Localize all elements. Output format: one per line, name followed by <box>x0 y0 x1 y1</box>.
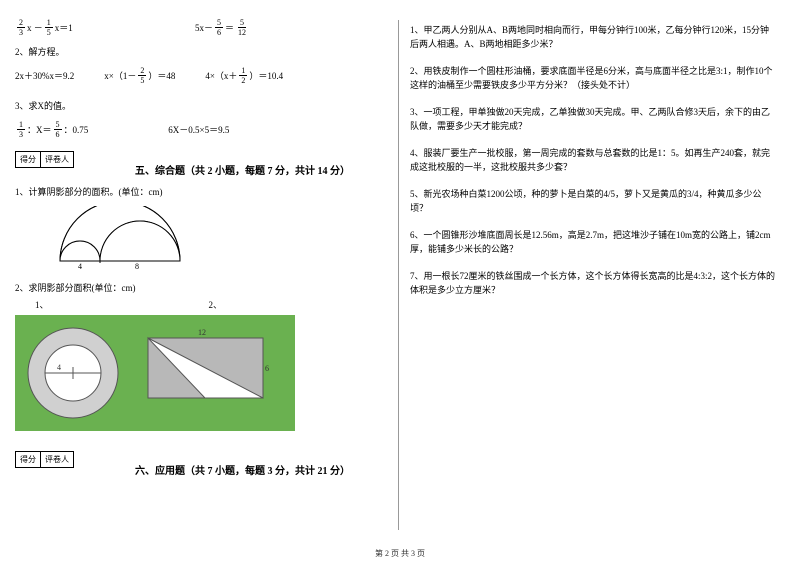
svg-text:12: 12 <box>198 328 206 337</box>
problem-1: 1、甲乙两人分别从A、B两地同时相向而行，甲每分钟行100米，乙每分钟行120米… <box>410 24 775 51</box>
question-2-title: 2、解方程。 <box>15 45 380 58</box>
text: x － <box>27 21 43 34</box>
question-5-1: 1、计算阴影部分的面积。(单位：cm) <box>15 185 380 198</box>
sub-label-2: 2、 <box>209 298 223 311</box>
question-3-title: 3、求X的值。 <box>15 99 380 112</box>
problem-2: 2、用铁皮制作一个圆柱形油桶，要求底面半径是6分米，高与底面半径之比是3:1，制… <box>410 65 775 92</box>
problem-5: 5、新光农场种白菜1200公顷，种的萝卜是白菜的4/5，萝卜又是黄瓜的3/4，种… <box>410 188 775 215</box>
text: ：X＝ <box>27 123 52 136</box>
fraction: 13 <box>17 120 25 139</box>
fraction: 25 <box>138 66 146 85</box>
equation: 6X－0.5×5＝9.5 <box>168 123 229 136</box>
fraction: 15 <box>45 18 53 37</box>
section-6-title: 六、应用题（共 7 小题，每题 3 分，共计 21 分） <box>135 466 350 477</box>
fraction: 56 <box>54 120 62 139</box>
right-column: 1、甲乙两人分别从A、B两地同时相向而行，甲每分钟行100米，乙每分钟行120米… <box>395 0 790 565</box>
fraction: 512 <box>236 18 248 37</box>
grader-label: 评卷人 <box>41 152 73 167</box>
fraction: 56 <box>215 18 223 37</box>
text: x×（1－ <box>104 69 136 82</box>
svg-text:6: 6 <box>265 364 269 373</box>
fraction: 12 <box>239 66 247 85</box>
grader-label: 评卷人 <box>41 452 73 467</box>
text: x＝1 <box>55 21 73 34</box>
text: ：0.75 <box>64 123 89 136</box>
svg-text:4: 4 <box>57 363 61 372</box>
equation-row-2: 2x＋30%x＝9.2 x×（1－ 25 ）＝48 4×（x＋ 12 ）＝10.… <box>15 66 380 85</box>
sub-label-1: 1、 <box>35 298 49 311</box>
score-box: 得分 评卷人 <box>15 151 74 168</box>
section-5-title: 五、综合题（共 2 小题，每题 7 分，共计 14 分） <box>135 166 350 177</box>
question-5-2: 2、求阴影部分面积(单位：cm) <box>15 281 380 294</box>
text: ＝ <box>225 21 234 34</box>
page-footer: 第 2 页 共 3 页 <box>0 548 800 559</box>
score-label: 得分 <box>16 452 41 467</box>
green-figures: 4 12 6 <box>15 315 295 431</box>
problem-4: 4、服装厂要生产一批校服，第一周完成的套数与总套数的比是1：5。如再生产240套… <box>410 147 775 174</box>
equation: 2x＋30%x＝9.2 <box>15 69 74 82</box>
problem-3: 3、一项工程，甲单独做20天完成，乙单独做30天完成。甲、乙两队合修3天后，余下… <box>410 106 775 133</box>
score-label: 得分 <box>16 152 41 167</box>
problem-7: 7、用一根长72厘米的铁丝围成一个长方体，这个长方体得长宽高的比是4:3:2，这… <box>410 270 775 297</box>
ring-figure: 4 <box>23 323 123 423</box>
text: ）＝48 <box>148 69 175 82</box>
figure-label-8: 8 <box>135 262 139 271</box>
figure-label-4: 4 <box>78 262 82 271</box>
equation-row-1: 23 x － 15 x＝1 5x－ 56 ＝ 512 <box>15 18 380 37</box>
text: 5x－ <box>195 21 213 34</box>
semicircle-figure: 4 8 <box>45 206 380 273</box>
fraction: 23 <box>17 18 25 37</box>
equation-row-3: 13 ：X＝ 56 ：0.75 6X－0.5×5＝9.5 <box>15 120 380 139</box>
triangle-figure: 12 6 <box>143 323 273 413</box>
left-column: 23 x － 15 x＝1 5x－ 56 ＝ 512 2、解方程。 2x＋30%… <box>0 0 395 565</box>
text: 4×（x＋ <box>205 69 237 82</box>
problem-6: 6、一个圆锥形沙堆底面周长是12.56m，高是2.7m，把这堆沙子铺在10m宽的… <box>410 229 775 256</box>
score-box: 得分 评卷人 <box>15 451 74 468</box>
text: ）＝10.4 <box>249 69 283 82</box>
